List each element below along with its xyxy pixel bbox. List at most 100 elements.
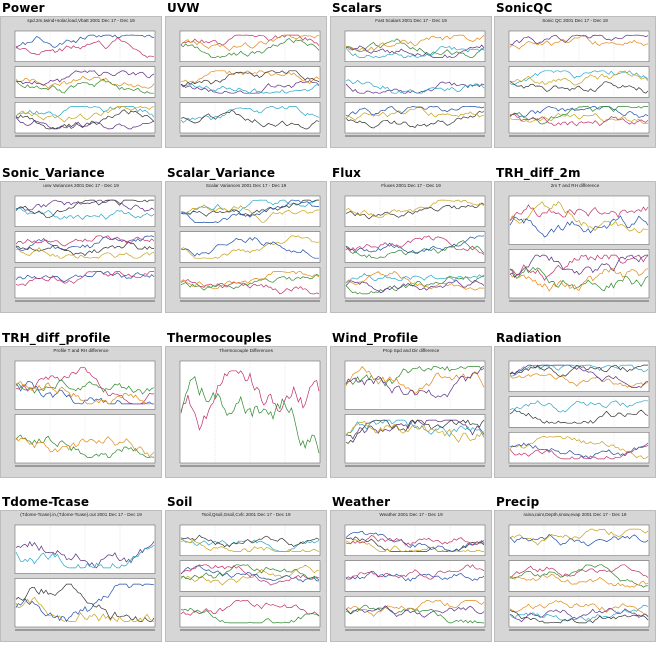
- thumbnail-title-link[interactable]: TRH_diff_2m: [496, 166, 581, 180]
- plot-caption: (Tdome-Tcase).in,(Tdome-Tcase).out 2001 …: [20, 512, 142, 517]
- thumbnail-title-link[interactable]: Sonic_Variance: [2, 166, 105, 180]
- thumbnail-trh-diff-profile[interactable]: TRH_diff_profile Profile T and RH differe…: [0, 330, 163, 495]
- plot-series-line: [509, 114, 649, 127]
- plot-thumbnail-image[interactable]: [165, 16, 327, 148]
- plot-panel: [344, 231, 486, 263]
- plot-panel: [14, 102, 156, 134]
- plot-series-line: [345, 110, 485, 129]
- plot-series-line: [15, 381, 155, 405]
- plot-series-line: [509, 267, 649, 292]
- thumbnail-tdome-tcase[interactable]: Tdome-Tcase (Tdome-Tcase).in,(Tdome-Tcase…: [0, 494, 163, 659]
- plot-series-line: [345, 366, 485, 399]
- plot-thumbnail-image[interactable]: Tsoil,Qsoil,Gsoil,Cvfc 2001 Dec 17 - Dec…: [165, 510, 327, 642]
- plot-series-line: [15, 106, 155, 118]
- plot-panel: [179, 267, 321, 299]
- plot-series-line: [15, 381, 154, 405]
- plot-series-line: [345, 275, 485, 295]
- plot-series-line: [345, 419, 485, 444]
- plot-series-line: [15, 434, 155, 458]
- plot-thumbnail-image[interactable]: raina,rainr,Depth,snow,evap 2001 Dec 17 …: [494, 510, 656, 642]
- plot-series-line: [180, 70, 320, 88]
- plot-thumbnail-image[interactable]: Weather 2001 Dec 17 - Dec 19: [330, 510, 492, 642]
- plot-thumbnail-image[interactable]: uvw Variances 2001 Dec 17 - Dec 19: [0, 181, 162, 313]
- plot-series-line: [345, 235, 485, 255]
- plot-graphic: [14, 360, 156, 467]
- plot-series-line: [345, 199, 485, 218]
- thumbnail-title-link[interactable]: UVW: [167, 1, 200, 15]
- plot-thumbnail-image[interactable]: Prop Spd and Dir difference: [330, 346, 492, 478]
- plot-series-line: [15, 106, 155, 123]
- plot-series-line: [15, 247, 155, 259]
- plot-caption: uvw Variances 2001 Dec 17 - Dec 19: [43, 183, 119, 188]
- plot-thumbnail-image[interactable]: Thermocouple Differences: [165, 346, 327, 478]
- time-axis-strip: [509, 629, 649, 631]
- thumbnail-title-link[interactable]: TRH_diff_profile: [2, 331, 111, 345]
- thumbnail-title-link[interactable]: Soil: [167, 495, 193, 509]
- plot-thumbnail-image[interactable]: [494, 346, 656, 478]
- thumbnail-sonicqc[interactable]: SonicQC Sonic QC 2001 Dec 17 - Dec 19: [494, 0, 656, 165]
- plot-thumbnail-image[interactable]: (Tdome-Tcase).in,(Tdome-Tcase).out 2001 …: [0, 510, 162, 642]
- plot-thumbnail-image[interactable]: Sonic QC 2001 Dec 17 - Dec 19: [494, 16, 656, 148]
- thumbnail-title-link[interactable]: Power: [2, 1, 45, 15]
- plot-series-line: [15, 541, 155, 569]
- plot-thumbnail-image[interactable]: spd.2m,twind+solar,load,Vbatt 2001 Dec 1…: [0, 16, 162, 148]
- thumbnail-radiation[interactable]: Radiation: [494, 330, 656, 495]
- thumbnail-title-link[interactable]: SonicQC: [496, 1, 553, 15]
- thumbnail-title-link[interactable]: Scalars: [332, 1, 382, 15]
- thumbnail-weather[interactable]: Weather Weather 2001 Dec 17 - Dec 19: [330, 494, 493, 659]
- plot-graphic: [508, 360, 650, 467]
- plot-series-line: [509, 600, 649, 618]
- time-axis-strip: [15, 300, 155, 302]
- thumbnail-soil[interactable]: Soil Tsoil,Qsoil,Gsoil,Cvfc 2001 Dec 17 -…: [165, 494, 328, 659]
- thumbnail-title-link[interactable]: Thermocouples: [167, 331, 272, 345]
- plot-series-line: [15, 583, 155, 623]
- plot-series-line: [345, 279, 485, 294]
- thumbnail-power[interactable]: Power spd.2m,twind+solar,load,Vbatt 2001 …: [0, 0, 163, 165]
- thumbnail-precip[interactable]: Precip raina,rainr,Depth,snow,evap 2001 D…: [494, 494, 656, 659]
- plot-caption: spd.2m,twind+solar,load,Vbatt 2001 Dec 1…: [27, 18, 135, 23]
- plot-series-line: [180, 279, 320, 295]
- thumbnail-thermocouples[interactable]: Thermocouples Thermocouple Differences: [165, 330, 328, 495]
- thumbnail-title-link[interactable]: Precip: [496, 495, 540, 509]
- plot-thumbnail-image[interactable]: Profile T and RH difference: [0, 346, 162, 478]
- plot-series-line: [509, 364, 649, 377]
- plot-thumbnail-image[interactable]: Fast Scalars 2001 Dec 17 - Dec 19: [330, 16, 492, 148]
- plot-series-line: [345, 235, 485, 254]
- plot-series-line: [509, 266, 649, 292]
- thumbnail-scalar-variance[interactable]: Scalar_Variance Scalar Variances 2001 Dec…: [165, 165, 328, 330]
- thumbnail-title-link[interactable]: Radiation: [496, 331, 562, 345]
- plot-series-line: [15, 241, 154, 256]
- plot-caption: Scalar Variances 2001 Dec 17 - Dec 19: [205, 183, 287, 188]
- plot-graphic: [344, 524, 486, 631]
- plot-caption: Profile T and RH difference: [53, 348, 109, 353]
- plot-thumbnail-image[interactable]: Scalar Variances 2001 Dec 17 - Dec 19: [165, 181, 327, 313]
- plot-series-line: [509, 409, 649, 424]
- thumbnail-title-link[interactable]: Wind_Profile: [332, 331, 419, 345]
- thumbnail-flux[interactable]: Flux Fluxes 2001 Dec 17 - Dec 19: [330, 165, 493, 330]
- plot-graphic: [508, 30, 650, 137]
- plot-graphic: [14, 195, 156, 302]
- plot-thumbnail-image[interactable]: Fluxes 2001 Dec 17 - Dec 19: [330, 181, 492, 313]
- plot-graphic: [179, 360, 321, 467]
- thumbnail-title-link[interactable]: Flux: [332, 166, 361, 180]
- plot-series-line: [180, 109, 320, 130]
- plot-series-line: [345, 604, 484, 624]
- plot-thumbnail-image[interactable]: 2m T and RH difference: [494, 181, 656, 313]
- plot-graphic: [14, 30, 156, 137]
- plot-graphic: [508, 195, 650, 302]
- plot-series-line: [509, 364, 648, 377]
- time-axis-strip: [180, 135, 320, 137]
- thumbnail-wind-profile[interactable]: Wind_Profile Prop Spd and Dir difference: [330, 330, 493, 495]
- plot-series-line: [345, 605, 485, 618]
- thumbnail-uvw[interactable]: UVW: [165, 0, 328, 165]
- thumbnail-scalars[interactable]: Scalars Fast Scalars 2001 Dec 17 - Dec 19: [330, 0, 493, 165]
- thumbnail-title-link[interactable]: Tdome-Tcase: [2, 495, 90, 509]
- plot-series-line: [180, 199, 320, 223]
- thumbnail-trh-diff-2m[interactable]: TRH_diff_2m 2m T and RH difference: [494, 165, 656, 330]
- plot-series-line: [345, 564, 485, 580]
- plot-series-line: [345, 535, 485, 546]
- thumbnail-title-link[interactable]: Scalar_Variance: [167, 166, 276, 180]
- thumbnail-title-link[interactable]: Weather: [332, 495, 391, 509]
- plot-series-line: [509, 534, 649, 547]
